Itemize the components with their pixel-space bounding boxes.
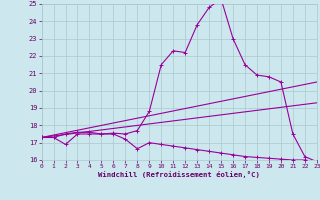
X-axis label: Windchill (Refroidissement éolien,°C): Windchill (Refroidissement éolien,°C): [98, 171, 260, 178]
